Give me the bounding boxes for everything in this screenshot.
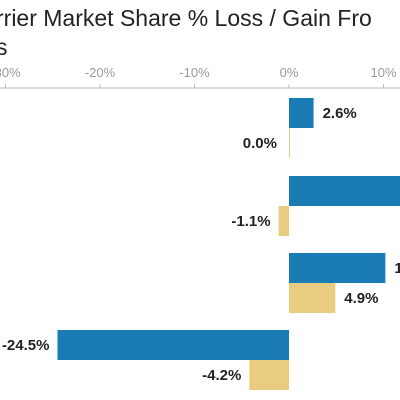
- bar-series-2-group-1: [289, 128, 290, 158]
- data-label: 1: [394, 260, 400, 277]
- data-label: 2.6%: [323, 105, 357, 122]
- chart-title-line-1: rrier Market Share % Loss / Gain Fro: [0, 5, 372, 31]
- x-tick-label: -10%: [179, 65, 210, 80]
- data-label: -24.5%: [2, 337, 50, 354]
- data-label: -4.2%: [202, 367, 241, 384]
- bar-series-2-group-2: [278, 206, 289, 236]
- x-tick-label: 10%: [370, 65, 396, 80]
- bar-series-1-group-3: [289, 253, 386, 283]
- bar-series-2-group-4: [249, 360, 289, 390]
- bar-series-1-group-2: [289, 176, 400, 206]
- data-label: 4.9%: [344, 290, 378, 307]
- x-tick-label: -30%: [0, 65, 21, 80]
- chart-title-line-2: s: [0, 34, 8, 60]
- bar-series-2-group-3: [289, 283, 336, 313]
- data-label: 0.0%: [243, 135, 277, 152]
- x-tick-label: 0%: [280, 65, 299, 80]
- x-tick-label: -20%: [85, 65, 116, 80]
- chart-title: rrier Market Share % Loss / Gain Fro s: [0, 4, 372, 62]
- data-label: -1.1%: [231, 213, 270, 230]
- bar-series-1-group-4: [57, 330, 289, 360]
- bar-series-1-group-1: [289, 98, 314, 128]
